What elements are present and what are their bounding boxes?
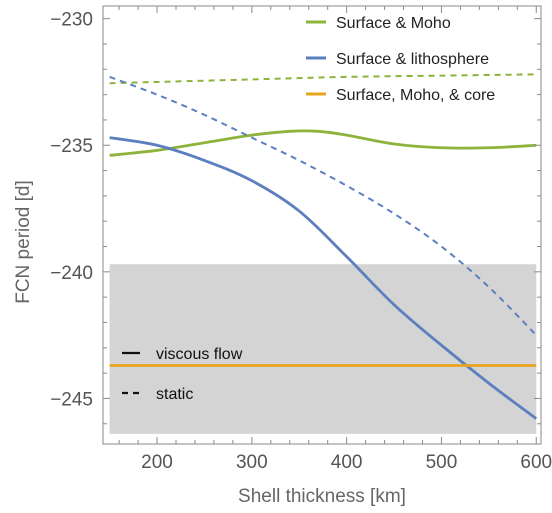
y-tick-label: −235 <box>50 136 93 157</box>
line-style-label: viscous flow <box>156 346 243 363</box>
plot-frame-layer <box>102 5 542 445</box>
plot-frame <box>102 5 542 445</box>
band-layer <box>109 264 537 434</box>
series-layer <box>109 73 538 420</box>
x-tick-label: 600 <box>520 452 552 473</box>
x-tick-label: 500 <box>426 452 458 473</box>
x-tick-label: 300 <box>236 452 268 473</box>
x-tick-label: 400 <box>331 452 363 473</box>
y-tick-label: −230 <box>50 10 93 31</box>
y-axis-label: FCN period [d] <box>13 180 34 304</box>
shaded-band <box>109 264 537 434</box>
y-tick-label: −240 <box>50 263 93 284</box>
style-key-layer: viscous flow static <box>122 346 243 403</box>
legend-label: Surface & Moho <box>336 15 451 32</box>
x-tick-label: 200 <box>141 452 173 473</box>
series-line-surface-moho-dashed <box>109 73 537 85</box>
y-tick-label: −245 <box>50 389 93 410</box>
series-line-surface-moho-solid <box>109 129 537 157</box>
legend-label: Surface & lithosphere <box>336 51 489 68</box>
series-line-surface-lithosphere-dashed <box>109 75 537 336</box>
legend-label: Surface, Moho, & core <box>336 87 495 104</box>
line-style-label: static <box>156 386 193 403</box>
ticks-layer: 200 300 400 500 600 −230 −235 −240 −245 <box>50 6 552 473</box>
x-axis-label: Shell thickness [km] <box>238 486 406 507</box>
series-line-surface-lithosphere-solid <box>109 136 538 420</box>
legend-layer: Surface & Moho Surface & lithosphere Surfa… <box>306 15 495 104</box>
